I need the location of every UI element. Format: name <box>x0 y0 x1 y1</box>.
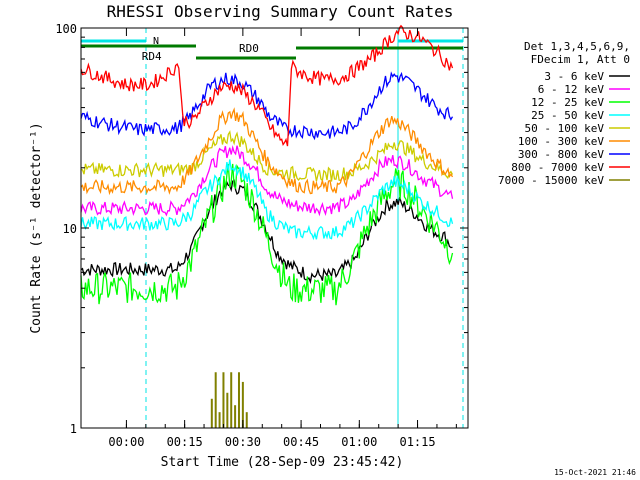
legend-label: 300 - 800 keV <box>518 148 604 161</box>
legend: Det 1,3,4,5,6,9,FDecim 1, Att 0 3 - 6 keV… <box>498 40 630 187</box>
observing-flags: N RD4 RD0 <box>80 28 464 428</box>
y-axis-label: Count Rate (s⁻¹ detector⁻¹) <box>29 122 44 333</box>
chart-title: RHESSI Observing Summary Count Rates <box>107 2 454 21</box>
legend-label: 25 - 50 keV <box>531 109 604 122</box>
y-tick-label: 1 <box>70 422 77 436</box>
series-line <box>80 163 454 306</box>
legend-label: 100 - 300 keV <box>518 135 604 148</box>
series-2 <box>80 144 454 217</box>
x-tick-label: 00:15 <box>167 435 203 449</box>
x-tick-label: 00:30 <box>225 435 261 449</box>
y-axis-ticks: 1 10 100 <box>55 22 468 436</box>
x-axis-ticks: 00:00 00:15 00:30 00:45 01:00 01:15 <box>108 28 457 449</box>
legend-label: 7000 - 15000 keV <box>498 174 604 187</box>
series-8 <box>80 24 454 147</box>
legend-label: 12 - 25 keV <box>531 96 604 109</box>
series-layer <box>80 24 454 428</box>
series-4 <box>80 159 454 241</box>
series-line <box>80 179 453 285</box>
series-line <box>80 144 454 217</box>
series-line <box>80 159 454 241</box>
legend-header: FDecim 1, Att 0 <box>531 53 630 66</box>
x-tick-label: 01:00 <box>341 435 377 449</box>
attenuator-label: RD0 <box>239 42 259 55</box>
y-tick-label: 10 <box>63 222 77 236</box>
series-7 <box>80 71 454 141</box>
series-5 <box>80 130 454 182</box>
night-flag-label: N <box>153 36 159 47</box>
series-line <box>80 130 454 182</box>
series-9 <box>210 372 248 428</box>
series-6 <box>80 107 454 196</box>
legend-label: 6 - 12 keV <box>538 83 605 96</box>
legend-label: 3 - 6 keV <box>544 70 604 83</box>
footer-date: 15-Oct-2021 21:46 <box>554 468 636 477</box>
series-line <box>80 71 454 141</box>
legend-label: 50 - 100 keV <box>525 122 605 135</box>
x-tick-label: 00:45 <box>283 435 319 449</box>
attenuator-label: RD4 <box>142 50 162 63</box>
series-line <box>80 24 454 147</box>
legend-label: 800 - 7000 keV <box>511 161 604 174</box>
legend-header: Det 1,3,4,5,6,9, <box>524 40 630 53</box>
y-tick-label: 100 <box>55 22 77 36</box>
x-axis-label: Start Time (28-Sep-09 23:45:42) <box>161 455 404 470</box>
series-line <box>80 107 454 196</box>
x-tick-label: 00:00 <box>108 435 144 449</box>
x-tick-label: 01:15 <box>399 435 435 449</box>
series-1 <box>80 179 453 285</box>
series-3 <box>80 163 454 306</box>
